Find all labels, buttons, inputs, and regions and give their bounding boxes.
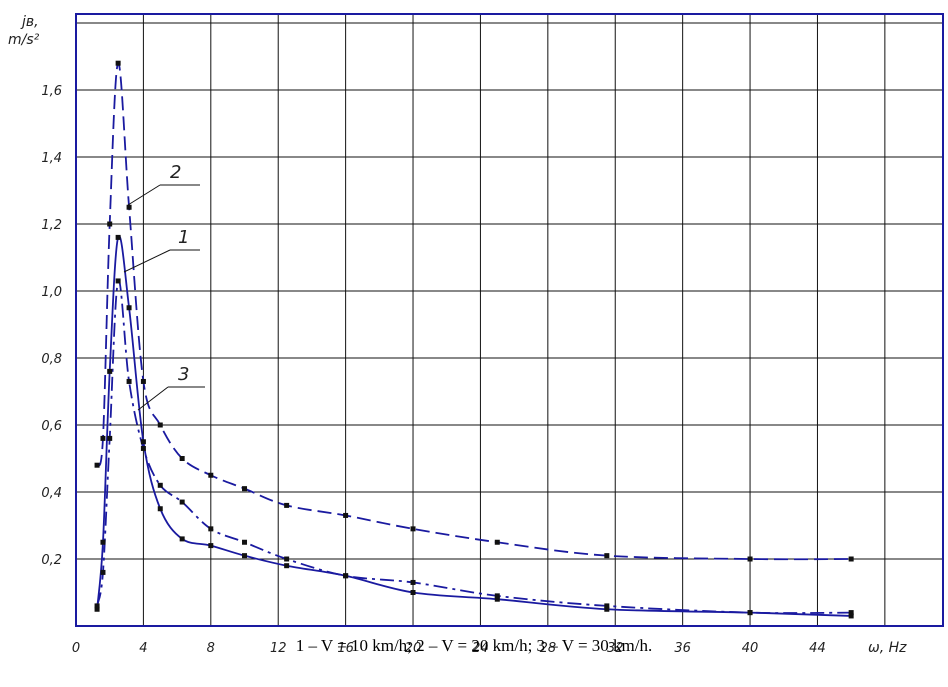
y-tick-label: 0,8 — [41, 352, 62, 367]
series-2-line — [97, 63, 851, 559]
y-tick-label: 1,6 — [41, 84, 62, 99]
series-1-point — [242, 553, 247, 558]
chart-caption: 1 – V = 10 km/h; 2 – V = 20 km/h; 3 – V … — [0, 636, 948, 656]
series-3-point — [343, 573, 348, 578]
plot-frame — [76, 14, 943, 626]
series-1-point — [208, 543, 213, 548]
curve-label-2: 2 — [170, 162, 181, 183]
series-3-point — [849, 610, 854, 615]
series-3-point — [208, 526, 213, 531]
series-2-point — [284, 503, 289, 508]
series-2-point — [127, 205, 132, 210]
series-3-point — [141, 446, 146, 451]
y-tick-label: 1,4 — [41, 151, 62, 166]
series-2-point — [158, 423, 163, 428]
series-3-point — [242, 540, 247, 545]
series-2-point — [604, 553, 609, 558]
series-3-point — [411, 580, 416, 585]
y-tick-label: 1,2 — [41, 218, 62, 233]
series-2-point — [100, 436, 105, 441]
series-3-point — [495, 593, 500, 598]
curves — [97, 63, 851, 616]
series-2-point — [343, 513, 348, 518]
series-2-point — [411, 526, 416, 531]
series-3-point — [95, 603, 100, 608]
series-3-point — [100, 570, 105, 575]
series-3-line — [97, 280, 851, 613]
series-2-point — [116, 61, 121, 66]
leader-pointer-1 — [124, 250, 170, 272]
series-1-point — [180, 536, 185, 541]
series-3-point — [604, 603, 609, 608]
series-3-point — [180, 500, 185, 505]
series-2-point — [180, 456, 185, 461]
series-2-point — [495, 540, 500, 545]
series-1-point — [141, 439, 146, 444]
series-2-point — [95, 463, 100, 468]
data-markers — [95, 61, 854, 619]
series-3-point — [107, 436, 112, 441]
series-3-point — [158, 483, 163, 488]
series-1-point — [116, 235, 121, 240]
series-2-point — [849, 557, 854, 562]
series-2-point — [242, 486, 247, 491]
y-tick-label: 1,0 — [41, 285, 62, 300]
series-2-point — [208, 473, 213, 478]
series-1-point — [284, 563, 289, 568]
series-3-point — [116, 278, 121, 283]
series-1-point — [100, 540, 105, 545]
curve-label-1: 1 — [178, 227, 189, 248]
leader-pointer-2 — [128, 185, 160, 205]
y-axis-label-line1: jв, — [20, 14, 39, 30]
series-1-point — [127, 305, 132, 310]
y-tick-label: 0,4 — [41, 486, 62, 501]
series-2-point — [748, 557, 753, 562]
series-2-point — [141, 379, 146, 384]
series-3-point — [127, 379, 132, 384]
series-3-point — [284, 557, 289, 562]
y-tick-label: 0,2 — [41, 553, 62, 568]
grid — [76, 14, 943, 626]
series-2-point — [107, 222, 112, 227]
tick-labels: 0 4 8 12 16 20 24 28 32 36 40 440,20,40,60,81,01,21… — [41, 84, 825, 656]
series-1-point — [411, 590, 416, 595]
leader-pointer-3 — [138, 387, 168, 410]
series-3-point — [748, 610, 753, 615]
series-1-point — [107, 369, 112, 374]
series-1-point — [158, 506, 163, 511]
curve-label-3: 3 — [178, 364, 189, 385]
y-axis-label-line2: m/s² — [8, 32, 40, 48]
y-tick-label: 0,6 — [41, 419, 62, 434]
